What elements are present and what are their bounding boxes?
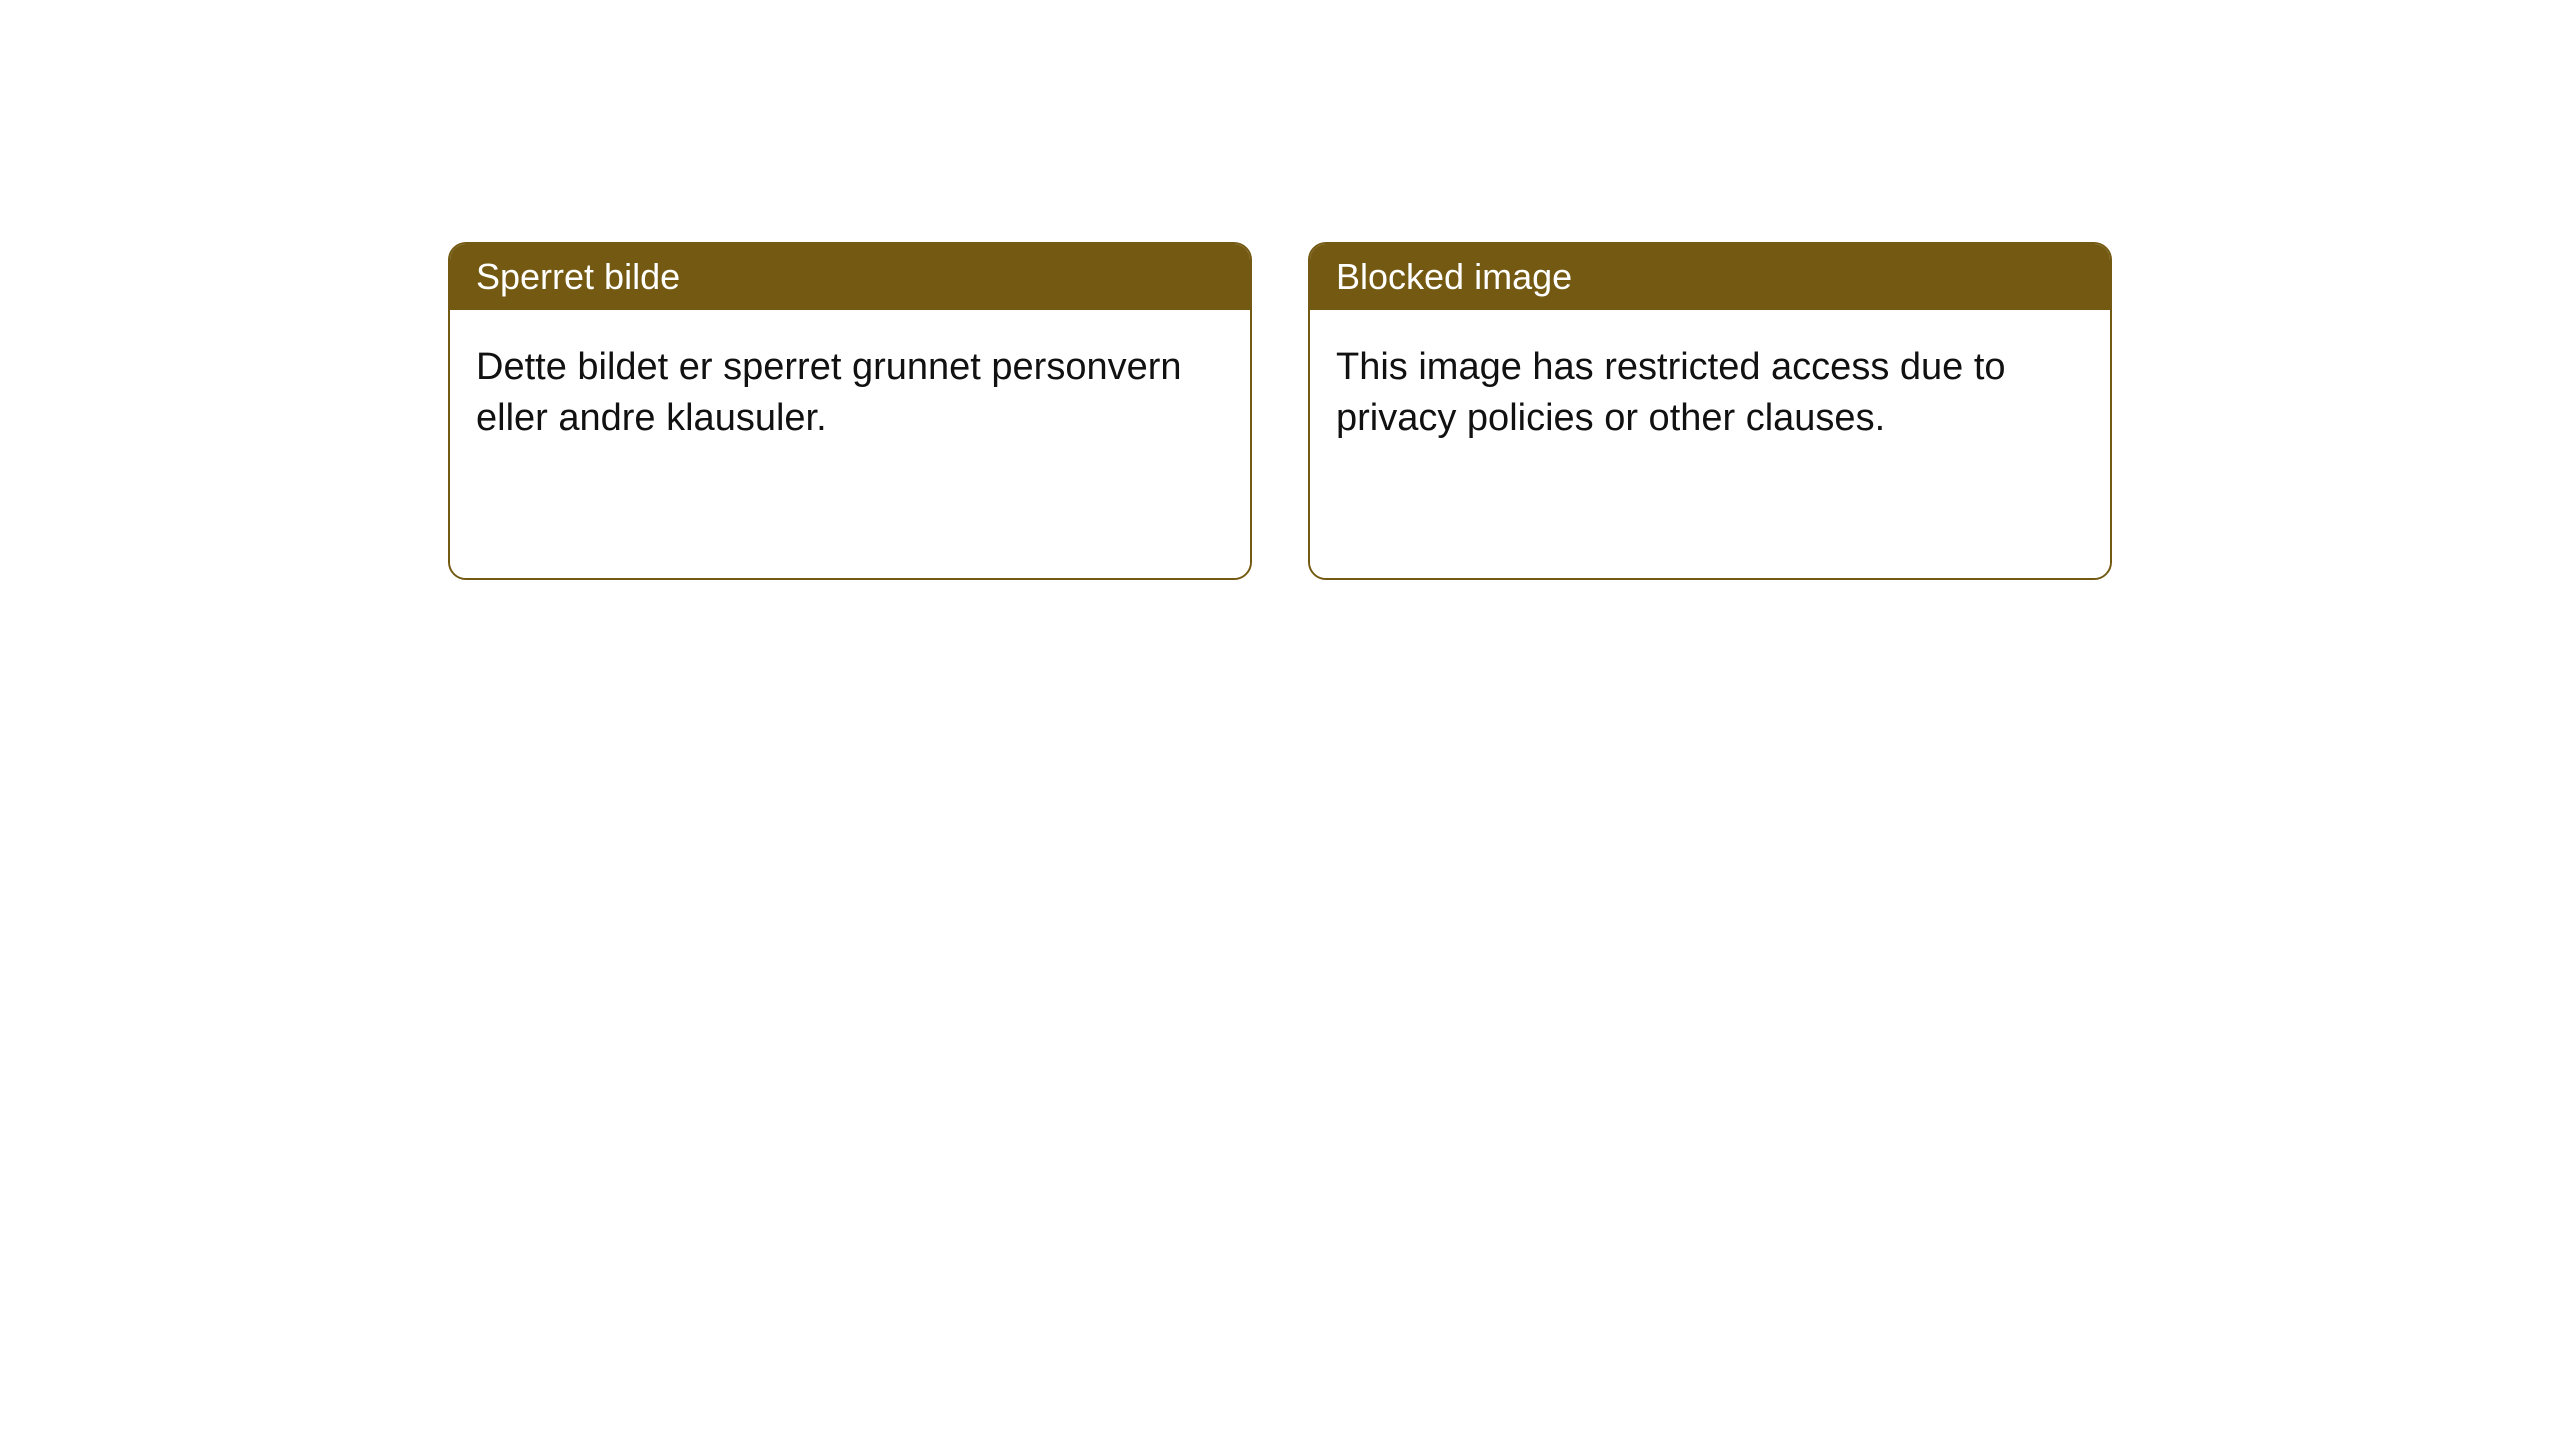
notice-header: Sperret bilde — [450, 244, 1250, 310]
notice-container: Sperret bilde Dette bildet er sperret gr… — [0, 0, 2560, 580]
notice-card-norwegian: Sperret bilde Dette bildet er sperret gr… — [448, 242, 1252, 580]
notice-card-english: Blocked image This image has restricted … — [1308, 242, 2112, 580]
notice-body: This image has restricted access due to … — [1310, 310, 2110, 578]
notice-body: Dette bildet er sperret grunnet personve… — [450, 310, 1250, 578]
notice-header: Blocked image — [1310, 244, 2110, 310]
